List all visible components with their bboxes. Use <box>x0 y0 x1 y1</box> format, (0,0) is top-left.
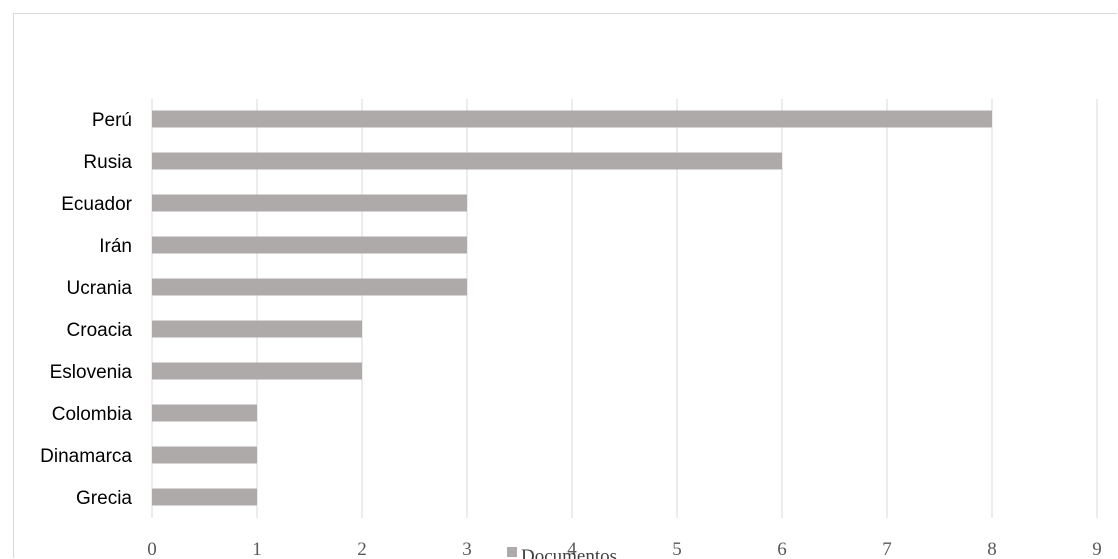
category-labels: Perú Rusia Ecuador Irán Ucrania Croacia Eslove… <box>40 110 133 509</box>
bar-Perú <box>152 110 992 128</box>
bars <box>152 110 992 506</box>
bar-Eslovenia <box>152 362 362 380</box>
category-label-6: Eslovenia <box>50 362 133 383</box>
bar-Croacia <box>152 320 362 338</box>
bar-Irán <box>152 236 467 254</box>
x-axis-ticks: 0 1 2 3 4 5 6 7 8 9 <box>147 539 1102 559</box>
category-label-3: Irán <box>99 236 132 257</box>
legend-label: Documentos <box>521 546 617 559</box>
x-tick-label-5: 5 <box>672 539 682 559</box>
x-tick-label-8: 8 <box>987 539 997 559</box>
x-tick-label-3: 3 <box>462 539 472 559</box>
bar-Grecia <box>152 488 257 506</box>
x-tick-label-1: 1 <box>252 539 262 559</box>
bar-Dinamarca <box>152 446 257 464</box>
category-label-7: Colombia <box>52 404 133 425</box>
x-tick-label-4: 4 <box>567 539 577 559</box>
category-label-4: Ucrania <box>67 278 133 299</box>
category-label-9: Grecia <box>76 488 132 509</box>
x-tick-label-9: 9 <box>1092 539 1102 559</box>
category-label-0: Perú <box>92 110 132 131</box>
bar-Ecuador <box>152 194 467 212</box>
bar-Colombia <box>152 404 257 422</box>
category-label-2: Ecuador <box>61 194 132 215</box>
x-tick-label-6: 6 <box>777 539 787 559</box>
category-label-5: Croacia <box>67 320 133 341</box>
x-tick-label-7: 7 <box>882 539 892 559</box>
legend-swatch <box>507 547 517 557</box>
category-label-1: Rusia <box>83 152 132 173</box>
bar-Rusia <box>152 152 782 170</box>
bar-Ucrania <box>152 278 467 296</box>
x-tick-label-0: 0 <box>147 539 157 559</box>
legend: Documentos <box>507 546 617 559</box>
x-tick-label-2: 2 <box>357 539 367 559</box>
category-label-8: Dinamarca <box>40 446 132 467</box>
